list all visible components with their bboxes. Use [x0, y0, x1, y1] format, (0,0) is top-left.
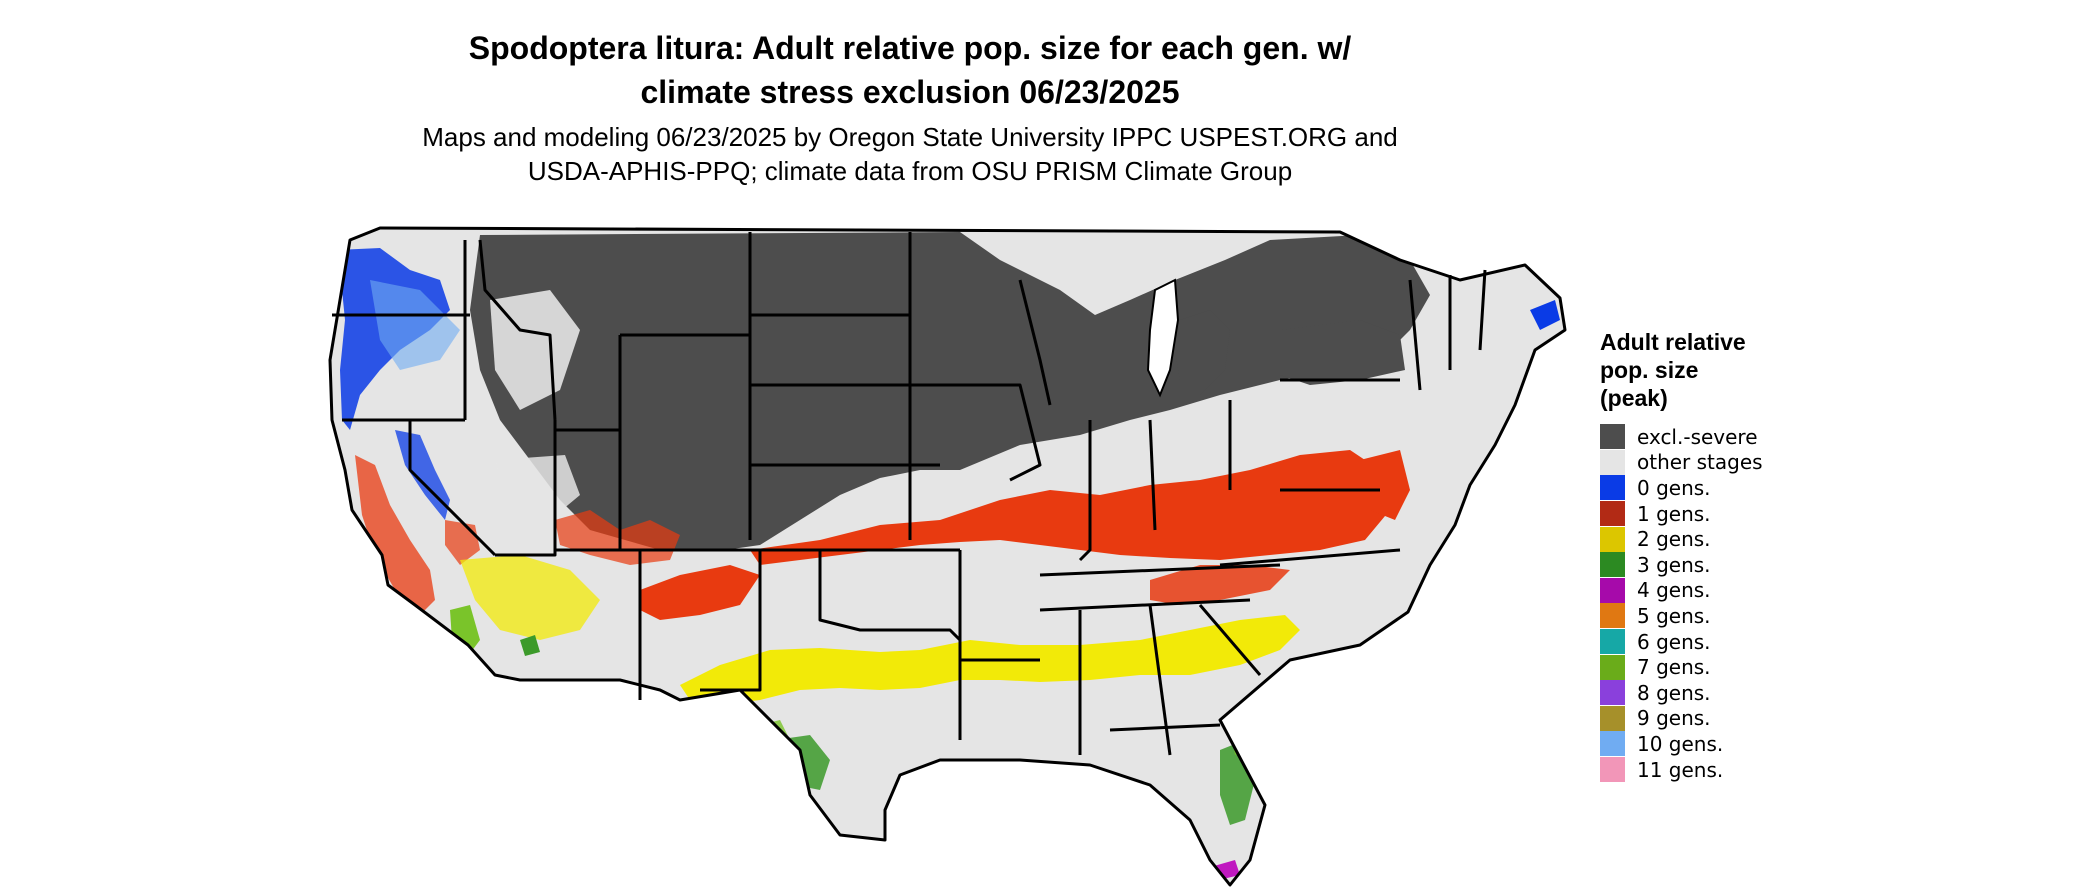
legend-title-line-2: pop. size	[1600, 357, 1699, 383]
subtitle-line-1: Maps and modeling 06/23/2025 by Oregon S…	[422, 122, 1398, 152]
excluded-region-michigan	[1175, 310, 1230, 395]
border-il-in	[1078, 420, 1092, 562]
border-ga-sc	[1198, 604, 1262, 676]
legend-label: other stages	[1637, 450, 1763, 475]
legend-swatch	[1600, 757, 1625, 783]
legend: Adult relative pop. size (peak) excl.-se…	[1600, 328, 1820, 783]
other-region-4corners	[495, 455, 580, 520]
gen2-region-arizona	[460, 555, 600, 640]
legend-title: Adult relative pop. size (peak)	[1600, 328, 1820, 412]
legend-label: 5 gens.	[1637, 603, 1711, 628]
map-title: Spodoptera litura: Adult relative pop. s…	[0, 26, 1820, 114]
legend-item: 0 gens.	[1600, 475, 1820, 501]
gen1-region-oklahoma-nm	[640, 565, 760, 620]
gen3-region-arizona	[520, 635, 540, 656]
lake-michigan	[1146, 278, 1180, 398]
legend-label: 2 gens.	[1637, 527, 1711, 552]
excluded-region-north	[470, 232, 1430, 550]
legend-item: 3 gens.	[1600, 552, 1820, 578]
gen0-region-cascades	[370, 280, 460, 370]
legend-swatch	[1600, 577, 1625, 603]
legend-label: 0 gens.	[1637, 475, 1711, 500]
legend-swatch	[1600, 731, 1625, 757]
border-ia-mo	[910, 383, 1042, 482]
border-ky-tn	[1039, 563, 1281, 577]
legend-swatch	[1600, 424, 1625, 450]
legend-item: 9 gens.	[1600, 705, 1820, 732]
legend-label: excl.-severe	[1637, 424, 1758, 449]
legend-label: 8 gens.	[1637, 680, 1711, 705]
legend-items: excl.-severe other stages 0 gens. 1 gens. 2 …	[1600, 424, 1820, 783]
legend-label: 11 gens.	[1637, 757, 1724, 782]
legend-label: 4 gens.	[1637, 578, 1711, 603]
border-nc-va	[1219, 548, 1401, 567]
legend-item: 10 gens.	[1600, 731, 1820, 757]
legend-item: 8 gens.	[1600, 680, 1820, 706]
legend-swatch	[1600, 501, 1625, 527]
legend-title-line-1: Adult relative	[1600, 329, 1746, 355]
title-line-1: Spodoptera litura: Adult relative pop. s…	[468, 30, 1352, 66]
map-subtitle: Maps and modeling 06/23/2025 by Oregon S…	[0, 120, 1820, 188]
legend-item: 2 gens.	[1600, 526, 1820, 552]
border-in-oh	[1148, 419, 1157, 531]
subtitle-line-2: USDA-APHIS-PPQ; climate data from OSU PR…	[527, 156, 1293, 186]
us-map	[320, 220, 1580, 892]
legend-swatch	[1600, 654, 1625, 680]
us-map-svg	[328, 226, 1567, 887]
border-al-ga	[1148, 604, 1172, 756]
border-ga-fl	[1109, 723, 1221, 732]
legend-swatch	[1600, 603, 1625, 629]
legend-item: 5 gens.	[1600, 603, 1820, 629]
gen0-region-maine	[1530, 300, 1560, 330]
legend-swatch	[1600, 526, 1625, 552]
legend-item: 1 gens.	[1600, 501, 1820, 527]
border-tn-south	[1039, 598, 1251, 612]
state-borders	[328, 226, 1567, 887]
legend-label: 10 gens.	[1637, 731, 1724, 756]
legend-title-line-3: (peak)	[1600, 385, 1668, 411]
legend-label: 7 gens.	[1637, 655, 1711, 680]
border-mt-id	[478, 239, 557, 421]
legend-swatch	[1600, 629, 1625, 655]
gen1-region-tennessee	[1150, 565, 1290, 605]
border-nm-tx	[700, 550, 762, 692]
legend-swatch	[1600, 449, 1625, 475]
border-nh-me	[1478, 269, 1487, 351]
legend-swatch	[1600, 552, 1625, 578]
legend-label: 1 gens.	[1637, 501, 1711, 526]
border-nv-ut	[495, 420, 557, 557]
border-ny-ne	[1408, 279, 1422, 391]
legend-item: excl.-severe	[1600, 424, 1820, 450]
legend-swatch	[1600, 475, 1625, 501]
excluded-region-ny	[1280, 320, 1405, 385]
legend-item: 6 gens.	[1600, 629, 1820, 655]
legend-item: other stages	[1600, 449, 1820, 476]
legend-item: 7 gens.	[1600, 654, 1820, 680]
legend-label: 9 gens.	[1637, 706, 1711, 731]
us-outline	[328, 226, 1567, 887]
border-ok-tx	[818, 550, 962, 642]
legend-label: 6 gens.	[1637, 629, 1711, 654]
gen1-region-california	[355, 455, 435, 615]
legend-label: 3 gens.	[1637, 552, 1711, 577]
legend-item: 4 gens.	[1600, 577, 1820, 604]
legend-swatch	[1600, 680, 1625, 706]
border-wi-mi	[1018, 279, 1052, 406]
border-ca-nv	[408, 420, 497, 557]
title-line-2: climate stress exclusion 06/23/2025	[640, 74, 1180, 110]
legend-swatch	[1600, 705, 1625, 731]
legend-item: 11 gens.	[1600, 757, 1820, 783]
gen1-region-mid-atlantic	[1360, 450, 1410, 520]
